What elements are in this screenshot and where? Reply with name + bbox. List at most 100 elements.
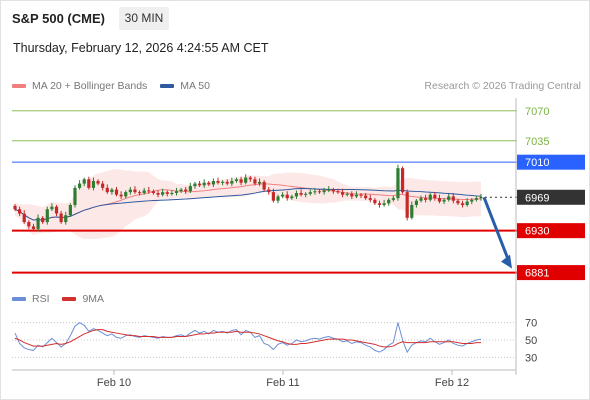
candle-body <box>142 190 146 193</box>
candle-body <box>331 189 335 192</box>
candle-body <box>128 189 132 193</box>
candle-body <box>77 183 82 188</box>
candle-body <box>387 199 391 204</box>
legend-rsi-ma: 9MA <box>62 293 104 305</box>
candle-body <box>474 198 478 200</box>
legend-top: MA 20 + Bollinger Bands MA 50 <box>12 80 220 92</box>
candle-body <box>68 204 72 216</box>
candle-body <box>170 192 174 194</box>
candle-body <box>271 192 275 201</box>
candle-body <box>82 179 86 184</box>
candle-body <box>119 194 123 197</box>
level-tag-6969 <box>517 189 585 205</box>
candle-body <box>50 206 54 210</box>
candle-body <box>405 192 409 218</box>
candle-body <box>308 192 312 194</box>
rsi-tick-label: 70 <box>525 318 537 330</box>
candle-body <box>327 189 331 191</box>
candle-body <box>96 181 100 184</box>
rsi-swatch <box>12 297 26 302</box>
rsi-line <box>14 322 482 354</box>
candle-body <box>124 192 128 197</box>
instrument-title: S&P 500 (CME) <box>12 11 105 26</box>
candle-body <box>451 196 455 201</box>
level-tag-6881 <box>517 265 585 281</box>
rsi-ma-swatch <box>62 297 77 302</box>
candle-body <box>211 181 215 185</box>
ma50-swatch <box>160 84 175 89</box>
candle-body <box>262 181 266 190</box>
candle-body <box>230 181 234 184</box>
candle-body <box>400 168 405 193</box>
candle-body <box>350 193 354 197</box>
candle-body <box>364 195 368 199</box>
candle-body <box>165 192 169 194</box>
candle-body <box>133 189 137 193</box>
legend-rsi-ma-label: 9MA <box>82 293 105 305</box>
candle-body <box>354 194 359 197</box>
candle-body <box>18 209 22 214</box>
level-tag-7010 <box>517 154 585 170</box>
candle-body <box>437 198 442 202</box>
forecast-arrow-shaft <box>482 196 511 263</box>
rsi-tick-label: 50 <box>525 335 537 347</box>
candle-body <box>184 189 188 192</box>
legend-ma20-label: MA 20 + Bollinger Bands <box>32 80 148 92</box>
candle-body <box>368 198 372 200</box>
legend-rsi-label: RSI <box>32 293 50 305</box>
candle-body <box>31 226 36 229</box>
timestamp: Thursday, February 12, 2026 4:24:55 AM C… <box>13 41 269 55</box>
copyright: Research © 2026 Trading Central <box>424 80 581 92</box>
level-label-6969: 6969 <box>525 192 549 204</box>
candle-body <box>188 186 192 192</box>
candle-body <box>460 203 465 205</box>
candle-body <box>433 194 437 199</box>
level-label-7070: 7070 <box>525 106 549 118</box>
candle-body <box>179 189 183 192</box>
level-label-6930: 6930 <box>525 226 549 238</box>
rsi-ma-line <box>14 329 481 348</box>
rsi-tick-label: 30 <box>525 352 537 364</box>
candle-body <box>456 200 460 204</box>
candle-body <box>197 183 202 186</box>
candle-body <box>221 181 225 183</box>
candle-body <box>267 189 271 193</box>
candle-body <box>304 193 308 195</box>
candle-body <box>428 194 432 200</box>
candle-body <box>414 200 419 205</box>
candle-body <box>87 179 91 188</box>
candle-body <box>36 217 40 229</box>
candle-body <box>225 181 229 184</box>
candle-body <box>114 189 119 195</box>
interval-badge[interactable]: 30 MIN <box>119 7 169 30</box>
candle-body <box>248 177 252 180</box>
candle-body <box>382 203 386 205</box>
candle-body <box>419 198 423 201</box>
candle-body <box>359 194 363 196</box>
candle-body <box>174 191 179 193</box>
bollinger-band <box>15 169 481 240</box>
forecast-arrow-head <box>501 254 512 269</box>
x-tick-label: Feb 11 <box>266 377 299 389</box>
candle-body <box>410 204 414 218</box>
candle-body <box>322 190 326 193</box>
candle-body <box>41 217 45 223</box>
candle-body <box>54 206 59 214</box>
candle-body <box>22 213 26 223</box>
candle-body <box>377 203 382 205</box>
candle-body <box>27 222 31 227</box>
level-tag-6930 <box>517 223 585 239</box>
candle-body <box>313 191 317 193</box>
candle-body <box>294 192 299 197</box>
candle-body <box>465 201 469 205</box>
ma20-swatch <box>12 84 26 89</box>
candle-body <box>396 168 400 199</box>
legend-ma50-label: MA 50 <box>180 80 210 92</box>
candle-body <box>373 199 377 204</box>
legend-bottom: RSI 9MA <box>12 293 114 305</box>
candle-body <box>73 187 77 205</box>
candle-body <box>207 182 211 185</box>
candle-body <box>345 193 349 195</box>
candle-body <box>281 194 285 197</box>
